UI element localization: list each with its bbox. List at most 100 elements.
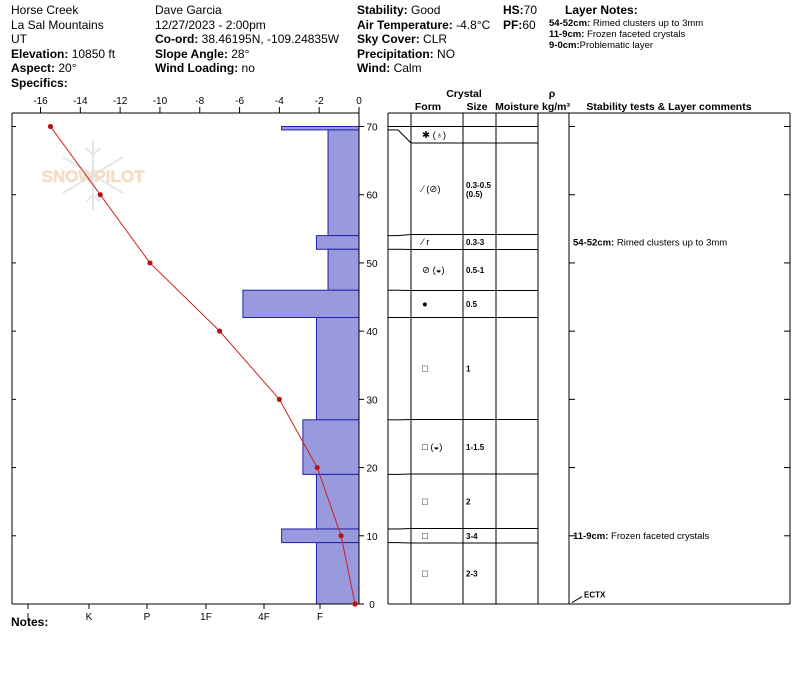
height-tick-label: 50	[366, 259, 378, 270]
header-col-hs: HS:70 PF:60	[503, 3, 537, 32]
layer-note: 54-52cm: Rimed clusters up to 3mm	[549, 17, 704, 29]
height-tick-label: 20	[366, 464, 378, 475]
temperature-profile	[47, 123, 358, 607]
layer-size: 2	[466, 497, 471, 506]
layer-form-symbol: □	[422, 496, 428, 507]
slope-angle: Slope Angle: 28°	[155, 47, 339, 62]
layer-note: 9-0cm:Problematic layer	[549, 39, 654, 51]
layer-size: 0.5	[466, 300, 478, 309]
layer-comments: 54-52cm: Rimed clusters up to 3mm 11-9cm:…	[571, 237, 727, 604]
layer-size: 1	[466, 365, 471, 374]
pf-label: PF:	[503, 17, 523, 32]
layer-comment: 11-9cm: Frozen faceted crystals	[573, 531, 709, 542]
temp-tick-label: -4	[275, 96, 284, 107]
size-header: Size	[466, 101, 487, 113]
temp-tick-label: -8	[195, 96, 204, 107]
layer-connector	[397, 234, 412, 237]
hardness-bars	[242, 126, 360, 605]
watermark-text: SNOWPILOT	[42, 167, 146, 186]
layer-form-symbol: □	[422, 364, 428, 375]
layer-form-symbol: ∕ (⊘)	[420, 184, 441, 195]
layer-form-symbol: ⊘ (◒)	[422, 265, 445, 276]
layer-comment: 54-52cm: Rimed clusters up to 3mm	[573, 237, 727, 248]
precip-label: Precipitation:	[357, 46, 434, 61]
wind-label: Wind:	[357, 61, 391, 75]
layer-form-symbol: ●	[422, 299, 428, 310]
hardness-tick-label: 1F	[200, 612, 212, 623]
elevation-label: Elevation:	[11, 46, 69, 61]
stability-test-label: ECTX	[584, 591, 606, 600]
elevation: Elevation: 10850 ft	[11, 47, 115, 62]
layer-size: 0.3-3	[466, 238, 485, 247]
mountain-range: La Sal Mountains	[11, 17, 104, 32]
layer-comment-range: 54-52cm:	[573, 237, 617, 248]
hs-value: 70	[523, 3, 538, 17]
temp-tick-label: -6	[235, 96, 244, 107]
pf: PF:60	[503, 18, 537, 33]
header-col-site: Horse Creek La Sal Mountains UT Elevatio…	[11, 3, 115, 90]
temp-tick-label: -16	[33, 96, 48, 107]
aspect-value: 20°	[58, 61, 77, 75]
datetime: 12/27/2023 - 2:00pm	[155, 17, 266, 32]
stability: Stability: Good	[357, 3, 490, 18]
stability-label: Stability:	[357, 3, 408, 17]
hardness-tick-label: K	[86, 612, 93, 623]
state: UT	[11, 32, 27, 46]
coord-label: Co-ord:	[155, 32, 199, 46]
wind-loading: Wind Loading: no	[155, 61, 339, 76]
layer-comment-text: Rimed clusters up to 3mm	[617, 237, 727, 248]
sky-value: CLR	[423, 32, 448, 46]
sky-label: Sky Cover:	[357, 32, 420, 46]
slope-value: 28°	[231, 46, 250, 61]
hardness-bar	[315, 317, 360, 421]
layer-notes-title: Layer Notes:	[565, 3, 638, 17]
layer-note: 11-9cm: Frozen faceted crystals	[549, 28, 686, 40]
layer-form-symbol: □ (◒)	[422, 442, 442, 453]
axes: -16 -14 -12 -10 -8 -6 -4 -2 0 I K P 1F 4F F 0 10 20 30 40 50…	[12, 96, 378, 623]
layer-size: 2-3	[466, 570, 478, 579]
aspect-label: Aspect:	[11, 61, 56, 75]
hardness-bar	[315, 235, 360, 250]
density-unit-header: kg/m³	[542, 101, 571, 113]
hardness-tick-label: 4F	[258, 612, 270, 623]
snowflake-icon	[62, 140, 124, 210]
layer-size: 1-1.5	[466, 443, 485, 452]
slope-label: Slope Angle:	[155, 46, 228, 61]
temperature-point	[97, 192, 103, 198]
hardness-bar	[315, 473, 360, 530]
coordinates: Co-ord: 38.46195N, -109.24835W	[155, 32, 339, 47]
height-tick-label: 60	[366, 191, 378, 202]
hardness-tick-label: P	[144, 612, 151, 623]
layer-comment-range: 11-9cm:	[573, 531, 611, 542]
hardness-bar	[315, 542, 360, 605]
hardness-bar	[302, 419, 360, 475]
layer-form-symbol: □	[422, 531, 428, 542]
header-col-conditions: Stability: Good Air Temperature: -4.8°C …	[357, 3, 490, 76]
hardness-bar	[242, 289, 360, 319]
hardness-bar	[327, 129, 360, 237]
precipitation: Precipitation: NO	[357, 47, 490, 62]
location-name: Horse Creek	[11, 3, 79, 17]
stability-header: Stability tests & Layer comments	[586, 101, 751, 113]
air-temp-label: Air Temperature:	[357, 17, 453, 32]
temperature-point	[338, 533, 344, 539]
layer-connector	[397, 129, 412, 144]
temperature-line	[50, 126, 356, 605]
precip-value: NO	[437, 46, 456, 61]
temperature-point	[352, 601, 358, 607]
crystal-table: ✱ (♁) ∕ (⊘) 0.3-0.5(0.5) ∕ r 0.3-3 ⊘ (◒) 0.5-1…	[387, 112, 791, 605]
form-header: Form	[415, 101, 441, 113]
sky-cover: Sky Cover: CLR	[357, 32, 490, 47]
wind-loading-value: no	[241, 61, 255, 75]
notes-label: Notes:	[11, 615, 49, 629]
height-tick-label: 0	[369, 600, 375, 611]
temp-tick-label: -10	[153, 96, 168, 107]
coord-value: 38.46195N, -109.24835W	[201, 32, 340, 46]
air-temp-value: -4.8°C	[456, 17, 491, 32]
layer-size-secondary: (0.5)	[466, 190, 483, 199]
height-tick-label: 70	[366, 123, 378, 134]
temp-tick-label: -12	[113, 96, 128, 107]
height-tick-label: 30	[366, 395, 378, 406]
temperature-point	[47, 123, 54, 130]
hardness-tick-label: I	[27, 612, 30, 623]
